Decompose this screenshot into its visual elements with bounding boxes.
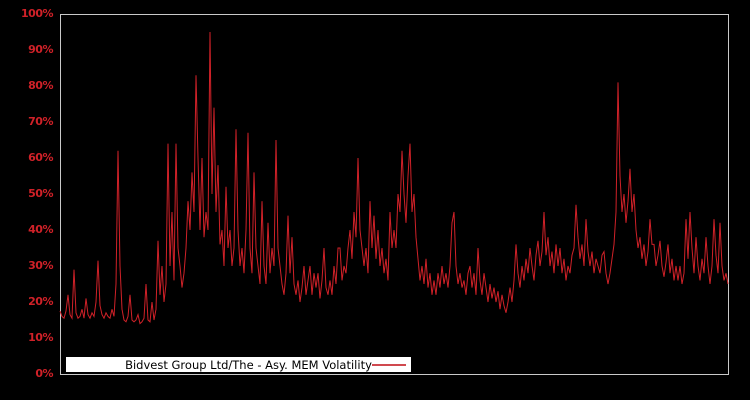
- y-axis-tick-label: 50%: [28, 187, 53, 200]
- y-axis-tick-label: 10%: [28, 331, 53, 344]
- y-axis-tick-label: 70%: [28, 115, 53, 128]
- series-line: [59, 31, 729, 325]
- y-axis-tick-label: 20%: [28, 295, 53, 308]
- y-axis: 0% 10% 20% 30% 40% 50% 60% 70% 80% 90% 100%: [0, 0, 53, 400]
- y-axis-tick-label: 100%: [21, 7, 53, 20]
- legend: Bidvest Group Ltd/The - Asy. MEM Volatil…: [66, 357, 411, 372]
- y-axis-tick-label: 40%: [28, 223, 53, 236]
- y-axis-tick-label: 80%: [28, 79, 53, 92]
- y-axis-tick-label: 90%: [28, 43, 53, 56]
- legend-line-sample-icon: [372, 364, 406, 366]
- y-axis-tick-label: 0%: [35, 367, 53, 380]
- y-axis-tick-label: 60%: [28, 151, 53, 164]
- legend-label: Bidvest Group Ltd/The - Asy. MEM Volatil…: [125, 357, 372, 372]
- plot-border: [60, 14, 729, 375]
- y-axis-tick-label: 30%: [28, 259, 53, 272]
